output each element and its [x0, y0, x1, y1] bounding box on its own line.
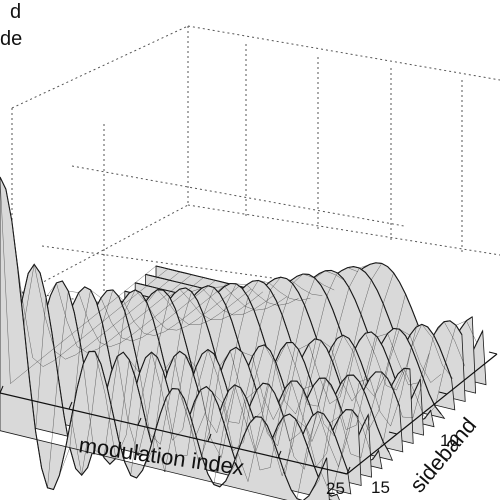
y-axis-line	[346, 353, 498, 475]
mesh-crossline	[47, 277, 204, 488]
z-label-line-1: d	[10, 1, 21, 23]
mesh-crossline	[296, 323, 454, 499]
mesh-crossline	[237, 272, 394, 483]
mesh-crossline	[249, 293, 406, 471]
axes	[0, 351, 498, 475]
mesh-crossline	[284, 328, 442, 476]
mesh-crossline	[142, 283, 299, 471]
y-tick-mark	[338, 471, 348, 475]
mesh-crossline	[11, 221, 169, 367]
mesh-crossline	[308, 321, 466, 496]
mesh-crossline	[320, 320, 478, 497]
mesh-crossline	[59, 280, 216, 476]
x-tick-mark	[0, 385, 4, 394]
mesh-crossline	[177, 273, 335, 465]
surface-contour-0	[0, 176, 328, 500]
grid-line	[187, 204, 500, 256]
x-tick-mark	[207, 433, 212, 442]
y-tick-mark	[488, 351, 498, 355]
mesh-crossline	[225, 263, 382, 482]
grid-line	[187, 25, 500, 81]
y-tick-10: 10	[440, 431, 459, 450]
y-tick-15: 15	[371, 478, 390, 497]
mesh-crossline	[154, 280, 311, 472]
mesh-crossline	[23, 264, 180, 360]
mesh-crossline	[118, 287, 275, 445]
y-tick-mark	[438, 391, 448, 395]
x-tick-mark	[68, 401, 73, 410]
mesh-crossline	[71, 283, 228, 476]
mesh-crossline	[213, 264, 370, 485]
x-tick-25: 25	[326, 479, 345, 498]
mesh-crossline	[166, 276, 323, 457]
z-label-line-2: de	[0, 28, 22, 50]
mesh-crossline	[35, 274, 192, 432]
grid-line	[11, 25, 189, 109]
grid-line	[41, 245, 403, 297]
mesh-crossline	[130, 286, 287, 476]
mesh-crossline	[106, 288, 264, 456]
x-tick-mark	[137, 417, 142, 426]
surface-mesh	[0, 176, 487, 500]
mesh-crossline	[82, 286, 240, 459]
x-tick-mark	[346, 466, 351, 475]
x-tick-mark	[277, 450, 282, 459]
mesh-crossline	[201, 267, 359, 457]
grid-line	[71, 165, 405, 227]
x-axis-line	[0, 392, 348, 475]
y-tick-mark	[388, 431, 398, 435]
mesh-crossline	[0, 176, 157, 385]
